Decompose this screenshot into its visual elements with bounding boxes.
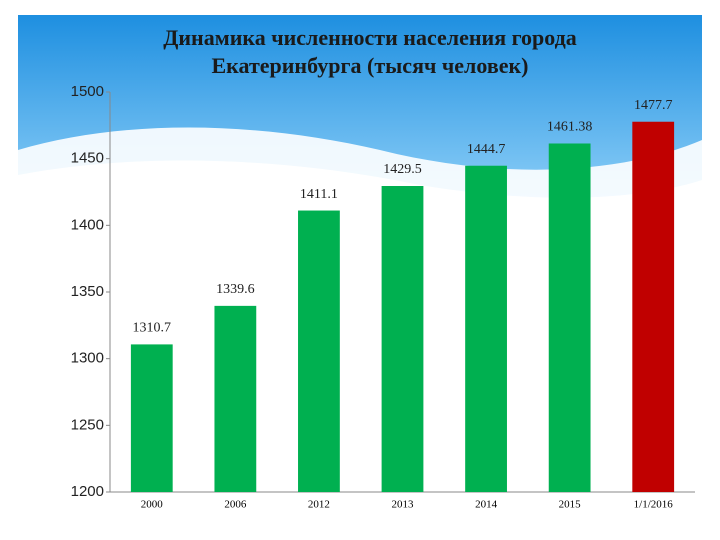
value-label: 1429.5 [383,162,422,177]
wave [18,160,702,210]
y-tick-label: 1400 [71,216,104,233]
x-tick-label: 1/1/2016 [634,499,674,511]
x-tick-label: 2006 [224,499,247,511]
x-tick-label: 2013 [392,499,415,511]
y-tick-label: 1450 [71,150,104,167]
value-label: 1411.1 [300,187,338,202]
bar [548,143,591,492]
bar [381,186,424,492]
x-tick-label: 2014 [475,499,498,511]
value-label: 1444.7 [467,142,506,157]
x-tick-label: 2000 [141,499,164,511]
x-tick-label: 2012 [308,499,330,511]
x-tick-label: 2015 [559,499,582,511]
y-tick-label: 1250 [71,416,104,433]
y-tick-label: 1500 [71,83,104,100]
bar [130,344,173,492]
bar [214,305,257,492]
value-label: 1477.7 [634,98,673,113]
bar [465,165,507,492]
value-label: 1461.38 [547,120,593,135]
bar [298,210,340,493]
y-tick-label: 1300 [71,350,104,367]
chart-title: Динамика численности населения города [163,25,577,50]
chart-title: Екатеринбурга (тысяч человек) [212,53,529,78]
value-label: 1310.7 [133,321,172,336]
bar [632,121,675,492]
y-tick-label: 1200 [71,483,104,500]
y-tick-label: 1350 [71,283,104,300]
value-label: 1339.6 [216,282,255,297]
